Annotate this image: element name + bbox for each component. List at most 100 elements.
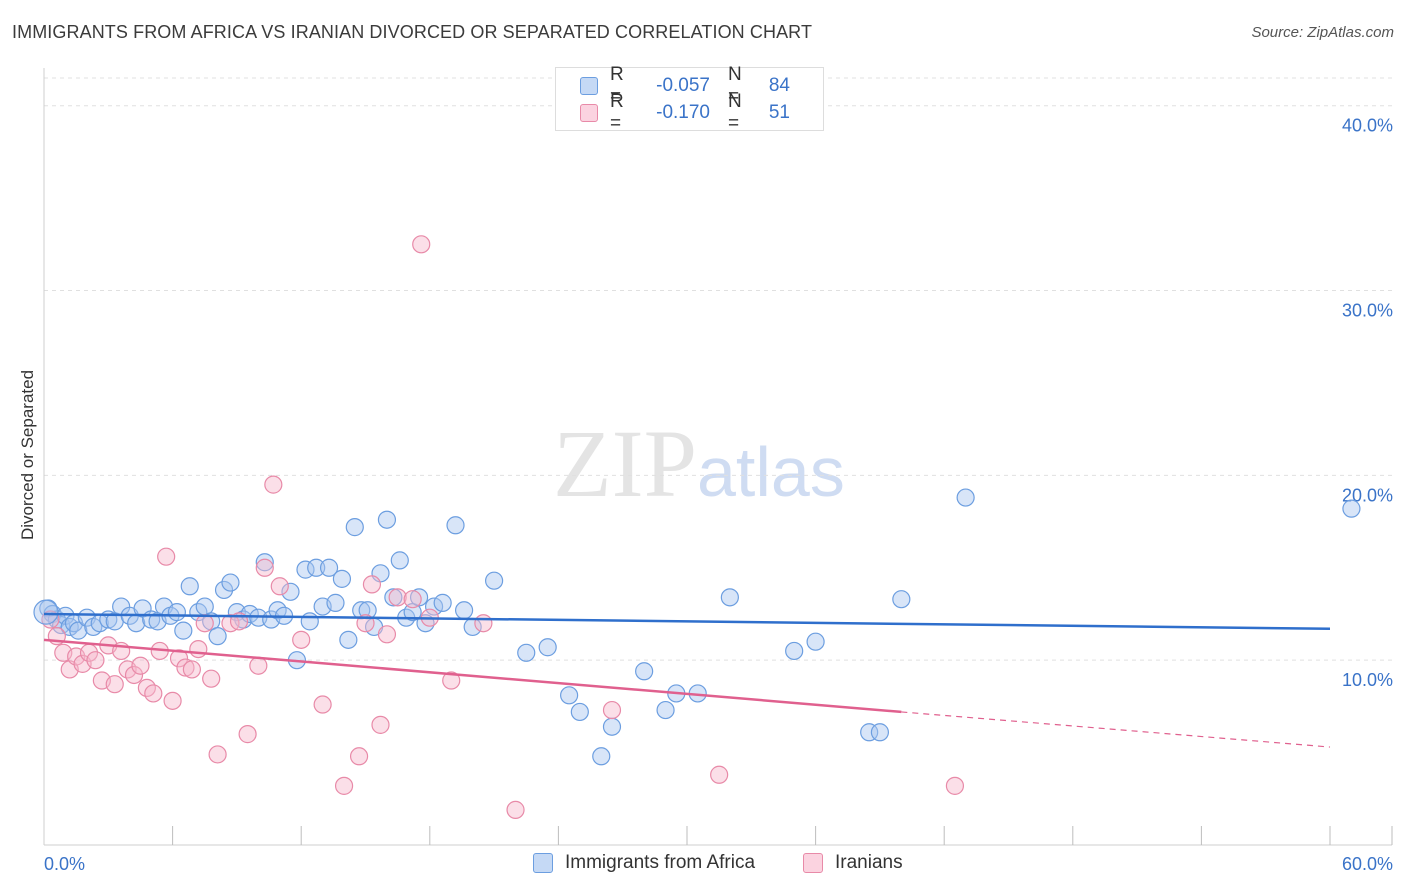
point-iranians [264,475,283,494]
point-iranians [403,590,422,609]
legend-n-value: 51 [768,102,790,123]
trend-line-iranians [43,638,902,714]
point-iranians [270,577,289,596]
point-africa [255,553,274,572]
x-tick-label-min: 0.0% [44,854,85,874]
point-africa [390,551,409,570]
point-africa [806,632,825,651]
point-iranians [506,800,525,819]
legend-n-value: 84 [768,75,790,96]
point-iranians [124,665,144,685]
point-iranians [176,658,195,677]
point-iranians [105,675,124,694]
legend-correlation: R = -0.057 N = 84 R = -0.170 N = 51 [555,64,824,134]
legend-r-value: -0.170 [656,102,710,123]
point-africa [339,630,358,649]
point-iranians [169,649,189,668]
point-iranians [255,558,274,577]
point-africa [208,627,227,646]
legend-swatch-iranians [803,853,823,873]
point-iranians [189,639,208,659]
point-africa [570,702,589,722]
legend-row-iranians: R = -0.170 N = 51 [580,91,790,134]
point-iranians [202,669,221,688]
point-iranians [474,614,493,633]
point-africa [326,593,345,612]
watermark-atlas: atlas [697,433,845,511]
point-africa [1342,499,1361,518]
point-africa [538,638,557,657]
legend-r-label: R = [610,91,624,134]
legend-swatch-africa [533,853,553,873]
point-africa [785,641,804,661]
point-africa [409,588,429,607]
trend-line-iranians-extension [901,711,1331,748]
point-iranians [238,725,257,744]
point-iranians [313,695,332,714]
point-africa [560,686,579,705]
point-africa [174,621,193,640]
y-tick-label: 10.0% [1342,670,1393,690]
point-africa [180,577,199,596]
point-africa [720,588,739,607]
point-africa [433,593,452,612]
point-africa [307,558,326,577]
point-africa [221,573,240,592]
legend-swatch-africa [580,77,598,95]
point-iranians [182,660,201,679]
point-iranians [334,776,354,795]
point-africa [281,582,300,601]
point-iranians [371,715,390,734]
x-tick-label-max: 60.0% [1342,854,1393,874]
legend-item-iranians[interactable]: Iranians [803,852,903,874]
point-iranians [131,656,150,675]
source-label: Source: ZipAtlas.com [1251,24,1394,41]
legend-row-africa: R = -0.057 N = 84 [580,64,790,107]
legend-swatch-iranians [580,104,598,122]
point-iranians [602,700,622,720]
trend-line-africa [43,612,1331,631]
point-africa [517,643,536,662]
point-africa [956,488,975,507]
point-iranians [195,614,214,633]
point-iranians [249,656,268,675]
point-iranians [442,671,461,690]
point-iranians [945,776,965,795]
legend-r-value: -0.057 [656,75,710,96]
point-africa [485,571,504,590]
legend-label-africa: Immigrants from Africa [565,852,756,873]
point-iranians [292,630,311,649]
chart-title: IMMIGRANTS FROM AFRICA VS IRANIAN DIVORC… [12,22,813,42]
point-africa [167,603,186,622]
point-africa [446,516,465,535]
point-africa [300,612,319,631]
y-tick-label: 40.0% [1342,116,1393,136]
point-iranians [710,765,729,784]
point-iranians [349,747,369,766]
point-africa [635,662,654,681]
point-africa [332,569,352,588]
point-africa [33,599,59,625]
point-africa [214,580,234,600]
point-iranians [86,651,105,670]
point-africa [345,518,364,537]
point-iranians [412,235,431,254]
point-iranians [163,691,182,710]
legend-n-label: N = [728,64,742,107]
legend-label-iranians: Iranians [835,852,903,873]
point-africa [870,723,890,742]
point-africa [602,717,622,736]
legend-n-label: N = [728,91,742,134]
point-iranians [388,588,407,607]
legend-series: Immigrants from Africa Iranians [0,852,1406,878]
point-africa [860,723,879,742]
point-iranians [362,575,382,594]
legend-r-label: R = [610,64,624,107]
legend-item-africa[interactable]: Immigrants from Africa [533,852,755,874]
watermark-zip: ZIP [553,410,697,517]
y-tick-label: 30.0% [1342,301,1393,321]
watermark: ZIPatlas [553,408,845,519]
point-iranians [208,745,227,764]
point-iranians [144,684,163,703]
